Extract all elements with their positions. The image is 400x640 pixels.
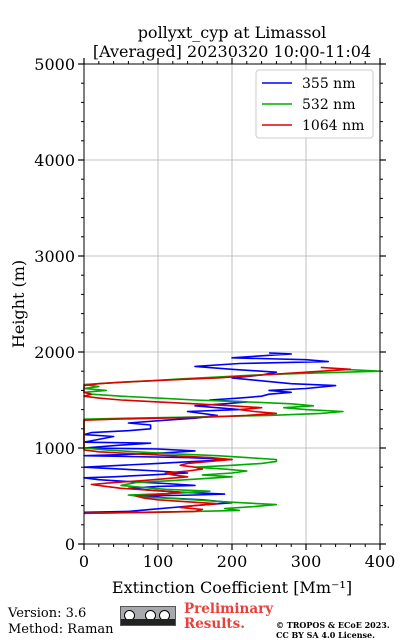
preliminary-line-1: Preliminary (184, 601, 274, 617)
preliminary-notice: Preliminary Results. (184, 602, 273, 632)
copyright-notice: © TROPOS & ECoE 2023. CC BY SA 4.0 Licen… (276, 620, 390, 640)
version-text: Version: 3.6 (8, 606, 87, 621)
cc-badge-strip (121, 619, 175, 625)
method-text: Method: Raman (8, 622, 114, 637)
x-tick-label: 200 (217, 552, 248, 571)
series-line-1064-nm (83, 366, 352, 515)
x-tick-label: 0 (79, 552, 89, 571)
cc-license-icon (120, 606, 176, 626)
x-tick-label: 300 (291, 552, 322, 571)
y-axis-label: Height (m) (9, 260, 28, 348)
chart-subtitle: [Averaged] 20230320 10:00-11:04 (93, 42, 371, 61)
y-tick-label: 3000 (34, 247, 75, 266)
x-tick-label: 400 (365, 552, 396, 571)
y-tick-label: 4000 (34, 151, 75, 170)
legend-label-355: 355 nm (302, 76, 355, 92)
copyright-line-1: © TROPOS & ECoE 2023. (276, 620, 390, 630)
y-tick-label: 1000 (34, 439, 75, 458)
legend: 355 nm 532 nm 1064 nm (255, 69, 374, 139)
x-tick-label: 100 (143, 552, 174, 571)
legend-box (255, 69, 374, 139)
copyright-line-2: CC BY SA 4.0 License. (276, 630, 375, 640)
legend-label-532: 532 nm (302, 97, 355, 113)
chart-title: pollyxt_cyp at Limassol (138, 23, 327, 42)
y-tick-label: 5000 (34, 55, 75, 74)
x-axis-label: Extinction Coefficient [Mm⁻¹] (112, 578, 352, 597)
preliminary-line-2: Results. (184, 616, 245, 632)
y-tick-label: 0 (65, 535, 75, 554)
legend-label-1064: 1064 nm (302, 118, 364, 134)
y-tick-label: 2000 (34, 343, 75, 362)
